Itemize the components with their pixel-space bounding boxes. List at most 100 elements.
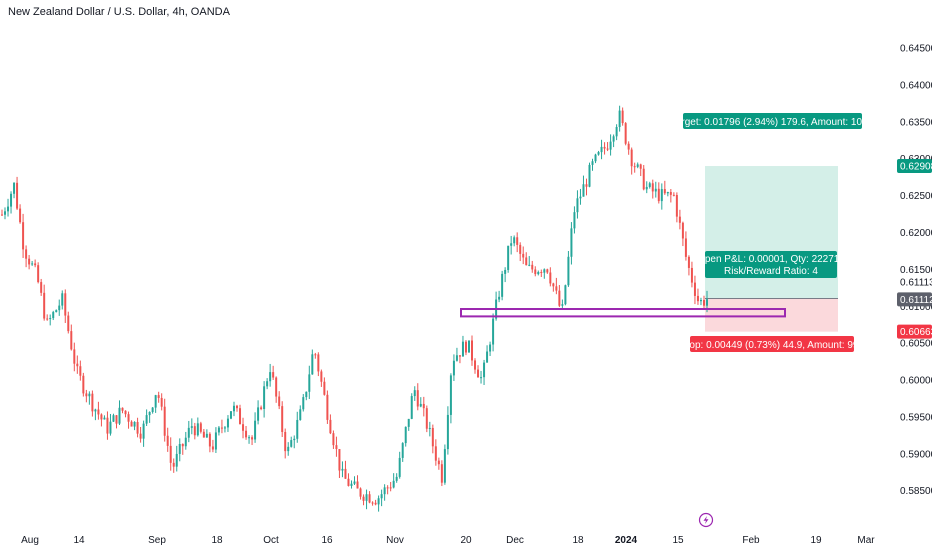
candle-body: [70, 331, 73, 350]
candle-body: [181, 443, 184, 447]
candle-body: [281, 406, 284, 432]
candle-body: [684, 238, 687, 257]
candle-body: [187, 427, 190, 438]
candle-body: [687, 256, 690, 268]
candle-body: [600, 146, 603, 153]
x-axis[interactable]: Aug 14 Sep 18 Oct 16 Nov 20 Dec 18 2024 15 Feb 19 Mar: [21, 535, 875, 546]
candle-body: [37, 265, 40, 283]
candle-body: [633, 166, 636, 168]
candle-body: [248, 437, 251, 439]
candle-body: [223, 427, 226, 429]
candle-body: [16, 182, 19, 209]
candle-body: [118, 407, 121, 424]
candle-body: [504, 269, 507, 274]
candle-body: [257, 407, 260, 421]
candle-body: [85, 393, 88, 397]
candle-body: [293, 438, 296, 441]
candle-body: [455, 355, 458, 361]
candle-body: [232, 405, 235, 412]
candle-body: [190, 426, 193, 428]
candle-body: [82, 375, 85, 394]
candle-body: [678, 216, 681, 223]
candle-body: [269, 372, 272, 382]
candle-body: [347, 478, 350, 486]
candle-body: [76, 363, 79, 367]
candle-body: [428, 427, 431, 429]
candle-body: [28, 258, 31, 265]
candle-body: [458, 355, 461, 357]
candle-body: [112, 415, 115, 422]
candle-body: [501, 273, 504, 297]
candle-body: [404, 426, 407, 444]
candle-body: [389, 487, 392, 489]
candle-body: [46, 318, 49, 320]
candle-body: [22, 222, 25, 250]
candle-body: [208, 433, 211, 447]
candle-body: [621, 110, 624, 124]
candle-body: [160, 397, 163, 407]
candle-body: [660, 189, 663, 202]
candle-body: [242, 424, 245, 431]
candle-body: [320, 371, 323, 382]
x-tick-label: 15: [672, 535, 684, 546]
x-tick-label: Nov: [386, 535, 404, 546]
candle-body: [296, 419, 299, 439]
lightning-icon[interactable]: [698, 512, 714, 528]
candle-body: [471, 340, 473, 361]
candle-body: [582, 184, 585, 197]
candle-body: [106, 417, 109, 434]
candles: [1, 105, 708, 512]
candle-body: [537, 272, 540, 275]
candle-body: [383, 487, 386, 495]
candle-body: [103, 417, 106, 420]
candle-body: [73, 349, 76, 364]
candle-body: [446, 414, 449, 450]
candle-body: [672, 194, 675, 196]
x-tick-label: Mar: [857, 535, 875, 546]
target-label-text: Target: 0.01796 (2.94%) 179.6, Amount: 1…: [671, 117, 874, 128]
candle-body: [654, 188, 657, 192]
candle-body: [573, 212, 576, 229]
candle-body: [371, 502, 374, 504]
candle-body: [52, 312, 55, 319]
candle-body: [172, 462, 175, 467]
candle-body: [410, 396, 413, 419]
candle-body: [525, 257, 528, 266]
candle-body: [690, 267, 693, 283]
candle-body: [1, 214, 3, 216]
x-tick-label: 16: [321, 535, 333, 546]
candle-body: [254, 420, 257, 440]
candle-body: [519, 244, 522, 254]
stop-tag-text: 0.60663: [900, 327, 932, 338]
candle-body: [380, 494, 383, 499]
x-tick-label: Dec: [506, 535, 524, 546]
candle-body: [609, 141, 612, 150]
candle-body: [115, 415, 118, 424]
candle-body: [645, 186, 648, 190]
candle-body: [353, 481, 356, 484]
candle-body: [67, 315, 70, 332]
candle-body: [175, 453, 178, 467]
candle-body: [19, 208, 22, 223]
support-zone[interactable]: [460, 308, 786, 318]
candle-body: [64, 293, 67, 316]
candle-body: [603, 146, 606, 149]
candle-body: [314, 354, 317, 356]
candle-body: [464, 341, 467, 353]
candle-body: [663, 189, 666, 194]
target-tag-text: 0.62908: [900, 162, 932, 173]
last-price-text: 0.61113: [900, 277, 932, 288]
stop-label: Stop: 0.00449 (0.73%) 44.9, Amount: 990: [680, 336, 864, 352]
y-axis[interactable]: 0.645000.640000.635000.630000.625000.620…: [900, 44, 932, 498]
candle-body: [217, 427, 220, 433]
candle-body: [311, 354, 314, 375]
candle-body: [398, 457, 401, 477]
candle-body: [540, 272, 543, 274]
candle-body: [278, 396, 281, 407]
candle-body: [326, 394, 329, 420]
candle-body: [260, 407, 263, 410]
candle-body: [356, 481, 359, 489]
candle-body: [431, 427, 434, 447]
